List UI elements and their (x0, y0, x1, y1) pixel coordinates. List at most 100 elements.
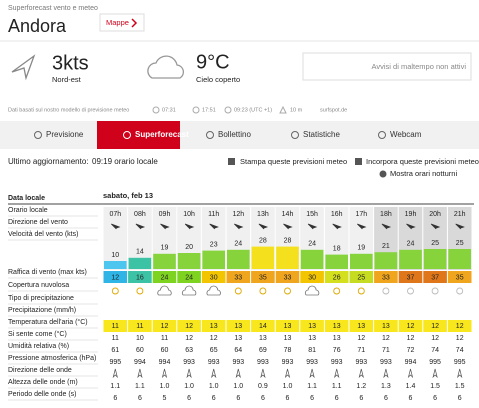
row-label: Temperatura dell'aria (°C) (8, 318, 88, 326)
tab-icon (378, 131, 386, 139)
temp-cell (128, 320, 152, 332)
feels-like: 12 (456, 335, 464, 342)
gust-cell (128, 271, 152, 283)
night-link[interactable]: Mostra orari notturni (390, 169, 457, 178)
sun-icon (407, 287, 414, 295)
row-label: Altezza delle onde (m) (8, 379, 78, 386)
wave-height: 1.5 (455, 383, 465, 390)
wind-bar (374, 252, 398, 269)
wind-value: 14 (136, 249, 144, 256)
humidity: 74 (431, 347, 439, 354)
wind-bar (423, 249, 447, 269)
pressure: 994 (405, 359, 417, 366)
temp-cell (423, 320, 447, 332)
wave-arrow (211, 368, 217, 379)
wind-bar (448, 249, 471, 269)
wave-arrow (284, 368, 291, 379)
tab[interactable]: Webcam (390, 130, 422, 139)
gust-value: 30 (210, 274, 218, 281)
embed-icon (355, 158, 362, 165)
pressure: 993 (282, 359, 294, 366)
gust-cell (226, 271, 251, 283)
tab[interactable]: Bollettino (218, 130, 251, 139)
row-label: Precipitazione (mm/h) (8, 307, 76, 314)
temperature: 12 (456, 323, 464, 330)
wind-value: 28 (284, 237, 292, 244)
print-link[interactable]: Stampa queste previsioni meteo (240, 157, 347, 166)
info-source: surfspot.de (320, 107, 347, 113)
gust-cell (103, 271, 128, 283)
wave-height: 1.0 (209, 383, 219, 390)
sun-icon (382, 287, 390, 295)
cloud-icon (157, 285, 172, 296)
pressure: 995 (454, 359, 466, 366)
humidity: 60 (136, 347, 144, 354)
wind-arrow (258, 223, 269, 230)
humidity: 61 (111, 347, 119, 354)
info-model: Dati basati sul nostro modello di previs… (8, 107, 129, 113)
wind-value: 24 (407, 241, 415, 248)
wave-arrow (235, 368, 241, 379)
wind-bar (325, 254, 348, 269)
cloud-icon (206, 285, 221, 296)
wind-bar (104, 261, 127, 269)
alert-box (302, 52, 472, 81)
wind-bar (128, 257, 152, 269)
wind-bar (153, 253, 176, 269)
wave-period: 6 (113, 395, 117, 402)
tab[interactable]: Statistiche (303, 130, 340, 139)
gust-cell (324, 271, 349, 283)
hour: 09h (159, 211, 171, 218)
gust-value: 24 (185, 274, 193, 281)
temp-cell (177, 320, 201, 332)
gust-value: 24 (161, 274, 169, 281)
temperature: 11 (112, 323, 119, 330)
wind-arrow (234, 223, 244, 230)
gust-cell (300, 271, 324, 283)
update-label: Ultimo aggiornamento: (8, 157, 88, 166)
hour: 12h (232, 211, 244, 218)
wind-bar (177, 253, 201, 269)
feels-like: 13 (308, 335, 316, 342)
hour: 16h (331, 211, 343, 218)
embed-link[interactable]: Incorpora queste previsioni meteo (366, 157, 479, 166)
temp-cell (374, 320, 398, 332)
hour: 21h (454, 211, 466, 218)
wind-value: 23 (210, 241, 218, 248)
tab[interactable]: Superforecast (135, 130, 189, 139)
date: sabato, feb 13 (103, 191, 153, 200)
gust-value: 26 (333, 274, 341, 281)
wind-bar (399, 249, 422, 269)
wind-arrow (332, 223, 342, 230)
wave-arrow (161, 368, 168, 379)
feels-like: 11 (112, 335, 119, 342)
cloud-icon (147, 55, 185, 79)
cloud-icon (181, 285, 197, 296)
wind-value: 20 (185, 244, 193, 251)
hour: 14h (282, 211, 294, 218)
hour-column (103, 207, 128, 270)
pressure: 995 (429, 359, 441, 366)
wind-icon (11, 54, 36, 81)
gust-cell (201, 271, 226, 283)
pressure: 993 (232, 359, 244, 366)
tab[interactable]: Previsione (46, 130, 84, 139)
humidity: 63 (185, 347, 193, 354)
sun-icon (456, 287, 464, 295)
hour: 18h (380, 211, 392, 218)
temperature: 14 (259, 323, 267, 330)
gust-cell (374, 271, 398, 283)
wind-arrow (381, 223, 392, 230)
temp-cell (447, 320, 472, 332)
humidity: 71 (382, 347, 390, 354)
hour-column (324, 207, 349, 270)
wind-value: 10 (111, 252, 119, 259)
temp-cell (398, 320, 423, 332)
map-button-label[interactable]: Mappe (106, 18, 129, 27)
gust-cell (251, 271, 275, 283)
sun-icon (333, 287, 341, 295)
row-label: Periodo delle onde (s) (8, 391, 77, 398)
pressure: 994 (134, 359, 146, 366)
row-label: Raffica di vento (max kts) (8, 269, 87, 276)
wave-period: 6 (286, 395, 290, 402)
